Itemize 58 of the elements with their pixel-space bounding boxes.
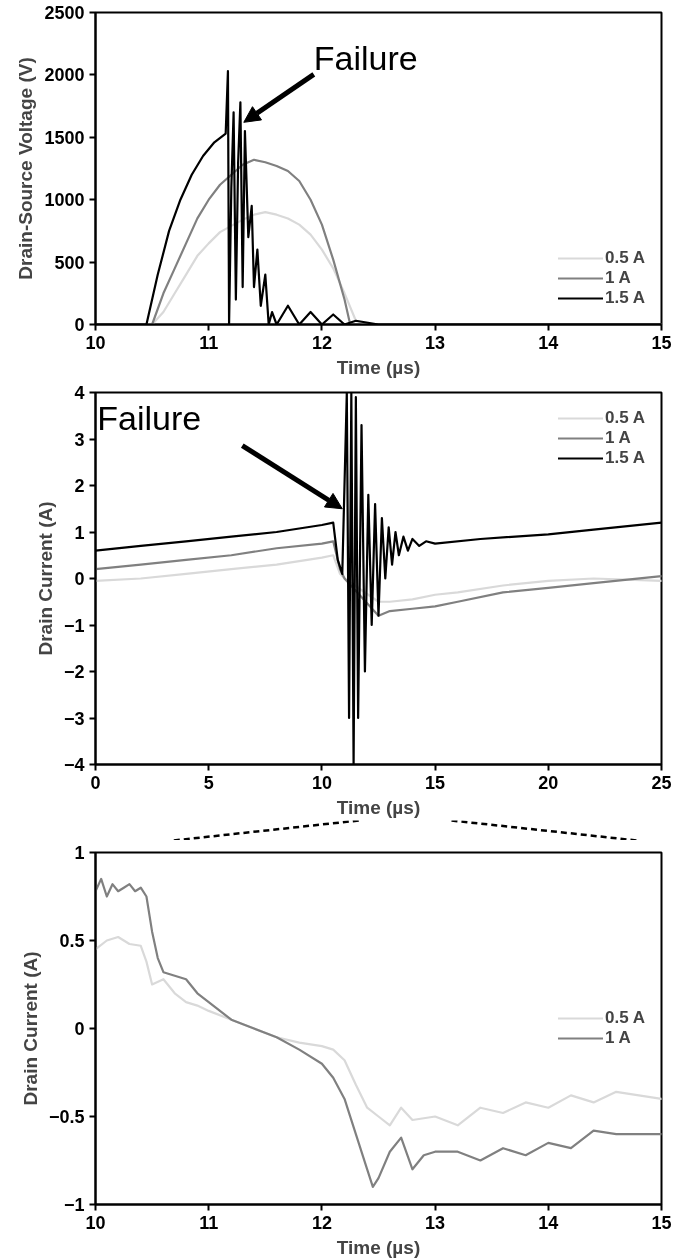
line-series: [95, 554, 662, 603]
line-series: [95, 540, 662, 617]
y-tick-label: 0: [74, 315, 85, 335]
x-tick-label: 10: [85, 332, 106, 353]
x-tick-label: 0: [90, 772, 101, 793]
x-tick-label: 12: [311, 332, 332, 353]
legend-label: 1.5 A: [604, 448, 645, 468]
x-axis-title: Time (µs): [336, 796, 421, 818]
legend-label: 1 A: [604, 1028, 631, 1048]
y-tick-label: 0.5: [59, 931, 85, 951]
y-tick-label: 1500: [44, 127, 85, 148]
y-axis-title: Drain Current (A): [19, 951, 41, 1106]
y-tick-label: −3: [63, 708, 85, 729]
y-tick-label: −0.5: [48, 1107, 85, 1127]
legend-label: 1 A: [604, 428, 631, 448]
x-tick-label: 15: [651, 1212, 672, 1233]
x-axis-title: Time (µs): [336, 1236, 421, 1258]
y-tick-label: 2: [74, 476, 85, 496]
y-tick-label: −1: [63, 615, 85, 636]
x-axis-title: Time (µs): [336, 356, 421, 378]
x-tick-label: 15: [425, 772, 446, 793]
legend-label: 0.5 A: [604, 408, 645, 428]
x-tick-label: 11: [199, 1212, 219, 1233]
legend-label: 0.5 A: [604, 1008, 645, 1028]
y-tick-label: −2: [63, 662, 85, 682]
x-tick-label: 25: [651, 772, 672, 793]
y-tick-label: 0: [74, 1019, 85, 1039]
y-axis-title: Drain-Source Voltage (V): [15, 57, 37, 280]
x-tick-label: 5: [203, 772, 214, 793]
x-tick-label: 11: [199, 332, 219, 353]
legend-label: 1.5 A: [604, 288, 645, 308]
y-tick-label: 4: [74, 383, 85, 403]
x-tick-label: 20: [538, 772, 559, 793]
y-tick-label: 1: [74, 522, 85, 543]
y-tick-label: 3: [74, 429, 85, 450]
y-tick-label: 500: [54, 252, 85, 273]
x-tick-label: 14: [538, 332, 559, 353]
y-tick-label: −1: [63, 1195, 85, 1215]
legend-label: 0.5 A: [604, 248, 645, 268]
y-tick-label: −4: [63, 755, 85, 775]
annotation: Failure: [313, 39, 418, 78]
x-tick-label: 15: [651, 332, 672, 353]
annotation: Failure: [97, 398, 202, 437]
x-tick-label: 12: [311, 1212, 332, 1233]
y-tick-label: 1: [74, 843, 85, 863]
x-tick-label: 13: [425, 332, 446, 353]
y-tick-label: 2500: [44, 3, 85, 23]
x-tick-label: 14: [538, 1212, 559, 1233]
line-series: [95, 935, 662, 1127]
y-tick-label: 0: [74, 569, 85, 589]
x-tick-label: 10: [311, 772, 332, 793]
y-axis-title: Drain Current (A): [34, 501, 56, 656]
y-tick-label: 1000: [44, 190, 85, 211]
line-series: [95, 877, 662, 1188]
x-tick-label: 13: [425, 1212, 446, 1233]
y-tick-label: 2000: [44, 65, 85, 86]
x-tick-label: 10: [85, 1212, 106, 1233]
legend-label: 1 A: [604, 268, 631, 288]
